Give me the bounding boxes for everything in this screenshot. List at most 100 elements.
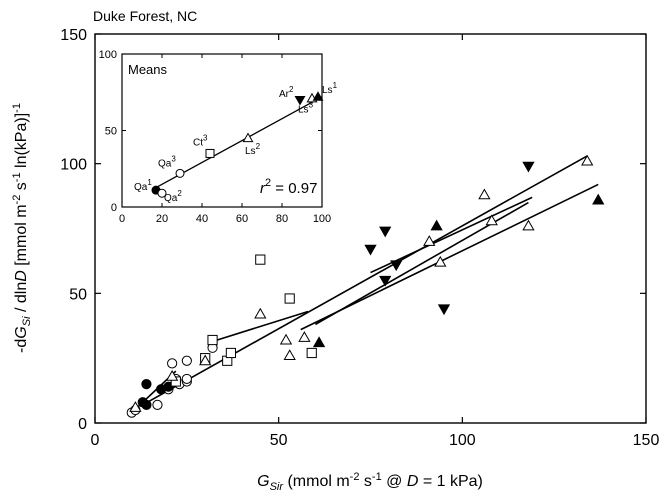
x-axis-label: GSir (mmol m-2 s-1 @ D = 1 kPa) (257, 471, 483, 493)
inset-point-label-name: Ls (298, 104, 309, 115)
inset-title: Means (128, 62, 168, 77)
inset-x-tick-label: 60 (236, 213, 248, 225)
inset-y-tick-label: 50 (105, 126, 117, 138)
y-label-prefix: -d (13, 339, 30, 353)
square-open-point (225, 347, 237, 359)
circle-open-point (167, 358, 178, 369)
square-open-point (255, 254, 266, 265)
triangle-down-filled-point (437, 304, 451, 316)
inset-x-tick-label: 100 (313, 213, 331, 225)
inset-point-label-name: Ar (279, 89, 290, 100)
r-squared-r: r (260, 180, 266, 197)
inset-point-label-sup: 2 (256, 142, 261, 151)
y-tick-label: 0 (78, 416, 87, 433)
inset-point-label: Ct3 (193, 133, 208, 148)
regression-line (300, 183, 599, 331)
inset-point-label-name: Ls (322, 85, 333, 96)
inset-point-label: Ls1 (322, 81, 338, 96)
x-label-g: G (257, 473, 269, 490)
triangle-up-open-point (165, 370, 179, 381)
y-label-part-c: s (13, 182, 30, 194)
inset-point-label-sup: 3 (309, 100, 314, 109)
inset-x-tick-label: 80 (276, 213, 288, 225)
square-open-point (284, 293, 295, 304)
inset-y-tick-label: 0 (111, 202, 117, 214)
inset-y-tick-label: 100 (99, 49, 117, 61)
inset-point-label-sup: 1 (333, 81, 338, 90)
x-label-units-d: = 1 kPa) (418, 473, 482, 490)
triangle-up-open-point (129, 401, 142, 412)
triangle-up-filled-point (312, 91, 324, 101)
inset-point-label: Ls2 (245, 142, 261, 157)
inset-point-label-name: Qa (164, 193, 178, 204)
regression-line (370, 196, 533, 274)
regression-line (315, 201, 529, 326)
inset-point-label: Qa3 (158, 154, 176, 169)
main-data-points (126, 154, 605, 418)
square-open-point (205, 148, 215, 158)
x-label-units-c: @ (382, 473, 407, 490)
y-label-sub: Si (21, 316, 33, 326)
triangle-up-open-point (199, 354, 212, 366)
y-label-d: D (13, 270, 30, 282)
inset-point-label: Qa1 (134, 178, 152, 193)
y-tick-label: 100 (60, 157, 87, 174)
triangle-up-open-point (283, 349, 296, 361)
triangle-up-open-point (254, 307, 267, 319)
circle-filled-point (141, 399, 152, 410)
y-tick-label: 150 (60, 27, 87, 44)
triangle-up-open-point (423, 235, 436, 246)
inset-point-label-sup: 3 (203, 133, 208, 142)
y-label-part-d: ln(kPa)] (13, 113, 30, 173)
triangle-down-filled-point (294, 95, 306, 106)
inset-data-points (151, 91, 324, 198)
triangle-up-open-point (478, 188, 491, 200)
main-plot: 0 50 100 150 0 50 100 150 (60, 27, 659, 449)
main-plot-frame (94, 33, 647, 424)
inset-point-label-name: Ls (245, 146, 256, 157)
circle-filled-point (141, 379, 152, 390)
inset-point-label-sup: 1 (147, 178, 152, 187)
inset-point-label-sup: 3 (171, 154, 176, 163)
x-label-sup2: -1 (372, 471, 382, 483)
triangle-up-open-point (242, 132, 254, 143)
inset-x-tick-label: 40 (196, 213, 208, 225)
y-label-g: G (13, 326, 30, 338)
triangle-up-open-point (485, 214, 498, 226)
x-label-units-b: s (359, 473, 371, 490)
circle-open-point (157, 188, 167, 198)
y-label-part-a: / dln (13, 282, 30, 317)
inset-point-label: Ar2 (279, 85, 294, 100)
triangle-up-open-point (298, 331, 311, 342)
x-label-d: D (407, 473, 419, 490)
x-tick-label: 100 (449, 432, 476, 449)
x-tick-label: 150 (633, 432, 660, 449)
square-open-point (306, 347, 317, 359)
inset-x-tick-label: 0 (119, 213, 125, 225)
triangle-up-open-point (279, 333, 293, 345)
triangle-up-open-point (522, 219, 535, 231)
triangle-down-filled-point (364, 244, 377, 256)
y-label-sup3: -1 (11, 103, 23, 113)
inset-point-label-sup: 2 (289, 85, 294, 94)
triangle-down-filled-point (379, 226, 392, 238)
inset-point-label: Ls3 (298, 100, 314, 115)
r-squared-value: = 0.97 (271, 180, 317, 197)
x-tick-label: 50 (270, 432, 288, 449)
triangle-down-filled-point (390, 260, 403, 272)
triangle-down-filled-point (522, 161, 535, 173)
square-open-point (207, 334, 218, 346)
circle-open-point (181, 355, 192, 366)
triangle-up-filled-point (312, 336, 326, 348)
circle-open-point (181, 373, 192, 385)
site-label: Duke Forest, NC (93, 8, 197, 24)
circle-open-point (152, 399, 163, 410)
regression-line (208, 310, 309, 344)
inset-background (119, 47, 324, 207)
x-label-sup1: -2 (350, 471, 360, 483)
main-axis-ticks: 0 50 100 150 0 50 100 150 (60, 27, 659, 449)
inset-point-label-name: Ct (193, 137, 203, 148)
